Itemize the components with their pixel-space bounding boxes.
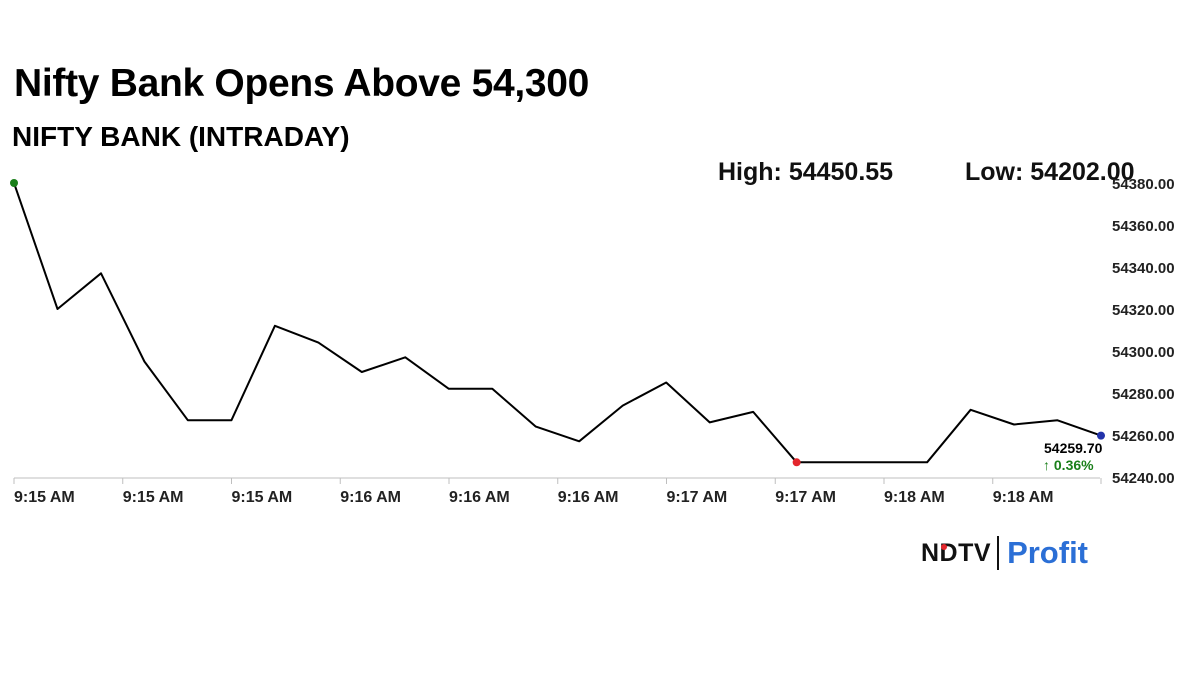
y-tick-label: 54340.00	[1112, 260, 1175, 277]
x-tick-label: 9:17 AM	[775, 489, 836, 506]
x-tick-label: 9:16 AM	[558, 489, 619, 506]
x-tick-label: 9:15 AM	[232, 489, 293, 506]
x-tick-label: 9:18 AM	[884, 489, 945, 506]
page-title: Nifty Bank Opens Above 54,300	[14, 62, 590, 105]
x-tick-label: 9:17 AM	[667, 489, 728, 506]
chart-subtitle: NIFTY BANK (INTRADAY)	[12, 121, 350, 152]
price-markers	[10, 179, 1105, 467]
last-price-label: 54259.70	[1044, 440, 1103, 456]
x-tick-label: 9:18 AM	[993, 489, 1054, 506]
y-tick-label: 54260.00	[1112, 428, 1175, 445]
low-stat: Low: 54202.00	[965, 158, 1135, 186]
price-line	[13, 182, 1102, 464]
x-tick-label: 9:16 AM	[449, 489, 510, 506]
y-tick-label: 54380.00	[1112, 176, 1175, 193]
x-tick-label: 9:16 AM	[340, 489, 401, 506]
y-tick-label: 54320.00	[1112, 302, 1175, 319]
high-stat: High: 54450.55	[718, 158, 894, 186]
x-axis-ticks	[13, 478, 1102, 484]
last-marker	[1097, 431, 1105, 440]
logo-dot	[941, 544, 947, 550]
ndtv-profit-logo: NDTV Profit	[921, 533, 1088, 573]
change-percent-label: ↑ 0.36%	[1043, 457, 1094, 473]
x-tick-label: 9:15 AM	[14, 489, 75, 506]
y-tick-label: 54300.00	[1112, 344, 1175, 361]
logo-ndtv-text: NDTV	[921, 538, 992, 567]
x-tick-label: 9:15 AM	[123, 489, 184, 506]
open-marker	[10, 179, 18, 187]
logo-profit-text: Profit	[1007, 535, 1088, 570]
y-tick-label: 54360.00	[1112, 218, 1175, 235]
x-axis-labels: 9:15 AM 9:15 AM 9:15 AM 9:16 AM 9:16 AM 9:16 …	[14, 489, 1054, 506]
y-tick-label: 54280.00	[1112, 386, 1175, 403]
y-axis-labels: 54380.00 54360.00 54340.00 54320.00 54300.00…	[1112, 176, 1175, 487]
logo-divider	[997, 536, 1000, 570]
low-marker	[792, 458, 801, 467]
y-tick-label: 54240.00	[1112, 470, 1175, 487]
